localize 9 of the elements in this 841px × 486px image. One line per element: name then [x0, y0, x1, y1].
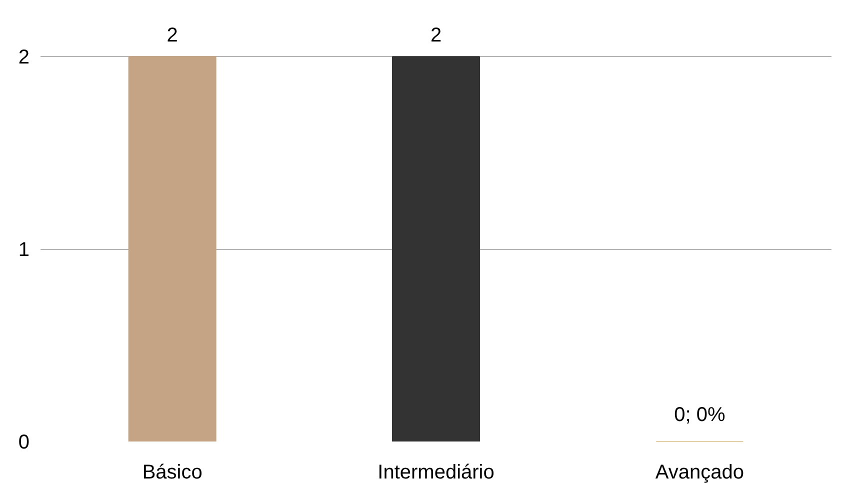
y-tick-label: 1 [18, 239, 30, 262]
data-label: 2 [166, 24, 178, 46]
y-tick-label: 0 [18, 432, 30, 454]
data-label: 2 [430, 24, 442, 46]
x-tick-label: Básico [142, 462, 202, 484]
x-tick-label: Avançado [655, 462, 744, 484]
y-tick-label: 2 [18, 46, 30, 69]
data-label: 0; 0% [674, 404, 726, 426]
x-tick-label: Intermediário [378, 462, 494, 484]
